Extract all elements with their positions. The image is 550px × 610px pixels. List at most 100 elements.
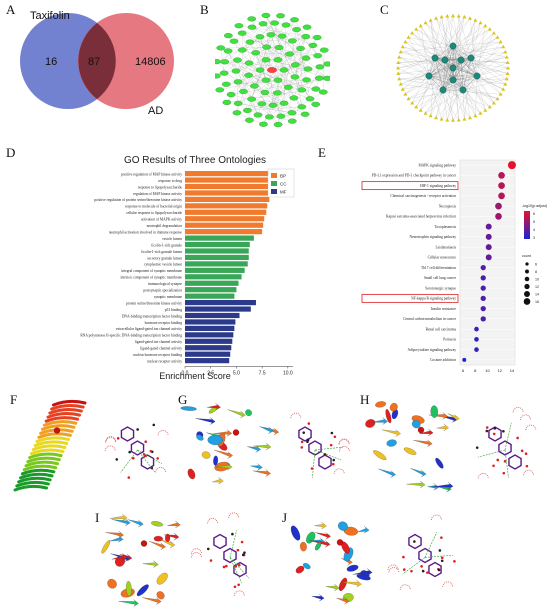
network-node	[233, 57, 242, 63]
hydrophobic-contact-arc	[207, 518, 219, 524]
hydrogen-bond-line	[229, 530, 237, 558]
protein-strand	[28, 452, 63, 460]
go-bar	[185, 248, 249, 254]
hydrophobic-contact-arc	[190, 552, 202, 558]
network-outer-node	[462, 14, 467, 19]
network-outer-node	[445, 117, 450, 122]
network-node	[276, 13, 285, 19]
network-edge	[452, 25, 486, 47]
protein-helix	[389, 403, 398, 412]
protein-helix	[302, 563, 311, 570]
network-outer-node	[423, 20, 428, 25]
protein-sheet	[253, 442, 272, 451]
kegg-category-label: Small cell lung cancer	[424, 276, 457, 280]
network-core-node	[449, 76, 457, 84]
network-outer-node	[467, 16, 472, 20]
ligand-interaction-diagram	[190, 512, 250, 596]
network-node	[289, 95, 299, 101]
ligand-atom	[236, 548, 240, 552]
hydrogen-bond-line	[504, 422, 512, 451]
network-node	[261, 57, 271, 63]
protein-sheet	[259, 426, 274, 434]
network-node	[314, 75, 324, 81]
hydrogen-bond-line	[229, 557, 243, 584]
network-edge	[400, 59, 462, 85]
network-edge	[434, 45, 454, 59]
network-node	[259, 121, 268, 127]
network-outer-node	[428, 113, 433, 118]
protein-helix	[156, 591, 165, 600]
protein-sheet	[227, 409, 246, 419]
kegg-dot	[495, 213, 502, 220]
kegg-dot-plot: MAPK signaling pathway PD-L1 expression a…	[361, 159, 547, 373]
network-edge	[470, 51, 506, 59]
protein-helix	[151, 521, 164, 527]
network-node	[245, 39, 255, 45]
network-core-node	[467, 54, 475, 62]
ligand-atom	[206, 547, 210, 551]
kegg-x-tick-label: 14	[510, 368, 515, 373]
protein-helix	[430, 405, 439, 418]
kegg-color-legend-title: -log10(p.adjust)	[522, 204, 547, 208]
network-node	[247, 24, 257, 30]
protein-sheet	[167, 520, 181, 528]
network-edge	[294, 36, 306, 77]
go-category-label: regulation of MAP kinase activity	[133, 192, 182, 196]
hydrogen-bond-line	[312, 449, 316, 478]
go-x-tick-label: 5.0	[233, 371, 240, 377]
go-category-label: postsynaptic specialization	[143, 289, 182, 293]
ligand-atom	[241, 553, 245, 557]
network-node	[247, 96, 257, 102]
ligand-ring	[498, 440, 512, 456]
network-edge	[274, 23, 289, 88]
hydrogen-bond-line	[120, 449, 138, 473]
network-edge	[428, 75, 454, 81]
network-outer-node	[495, 96, 500, 101]
network-node	[285, 51, 294, 57]
docking-image-i	[101, 512, 250, 607]
network-node	[215, 87, 225, 93]
ligand-atom	[492, 464, 495, 468]
protein-sheet	[109, 513, 128, 522]
network-core-node	[439, 86, 447, 94]
protein-helix	[207, 435, 224, 445]
ligand-interaction-diagram	[475, 407, 537, 479]
hydrophobic-contact-arc	[191, 548, 203, 554]
network-edge	[452, 45, 472, 59]
go-bar	[185, 196, 270, 202]
go-bar	[185, 203, 268, 209]
protein-sheet	[341, 558, 353, 566]
kegg-dot	[480, 275, 486, 281]
network-edge	[452, 78, 507, 81]
network-edge	[259, 36, 309, 70]
ligand-atom	[115, 458, 119, 461]
protein-sheet	[406, 480, 426, 489]
network-node	[244, 72, 253, 78]
network-edge	[460, 59, 464, 91]
network-node	[308, 42, 318, 48]
hydrophobic-contact-arc	[520, 414, 531, 420]
network-edge	[452, 57, 507, 69]
go-bar	[185, 216, 265, 222]
network-edge	[452, 16, 465, 47]
hydrophobic-contact-arc	[338, 445, 350, 452]
network-node	[273, 122, 283, 128]
kegg-category-label: Chemical carcinogenesis - receptor activ…	[390, 194, 456, 198]
protein-helix	[356, 574, 371, 581]
network-edge	[470, 57, 501, 95]
network-edge	[292, 40, 328, 65]
network-node	[266, 32, 276, 38]
ligand-atom	[310, 467, 314, 470]
ligand-atom	[234, 565, 238, 568]
network-edge	[434, 18, 471, 59]
protein-helix	[299, 541, 307, 552]
go-bar	[185, 280, 239, 286]
network-edge	[460, 32, 494, 61]
network-edge	[292, 66, 321, 122]
protein-sheet	[436, 423, 449, 431]
network-edge	[283, 25, 287, 104]
kegg-dot	[474, 337, 479, 342]
network-node	[290, 17, 299, 23]
ligand-atom	[520, 449, 524, 453]
ligand-ring	[140, 454, 155, 470]
